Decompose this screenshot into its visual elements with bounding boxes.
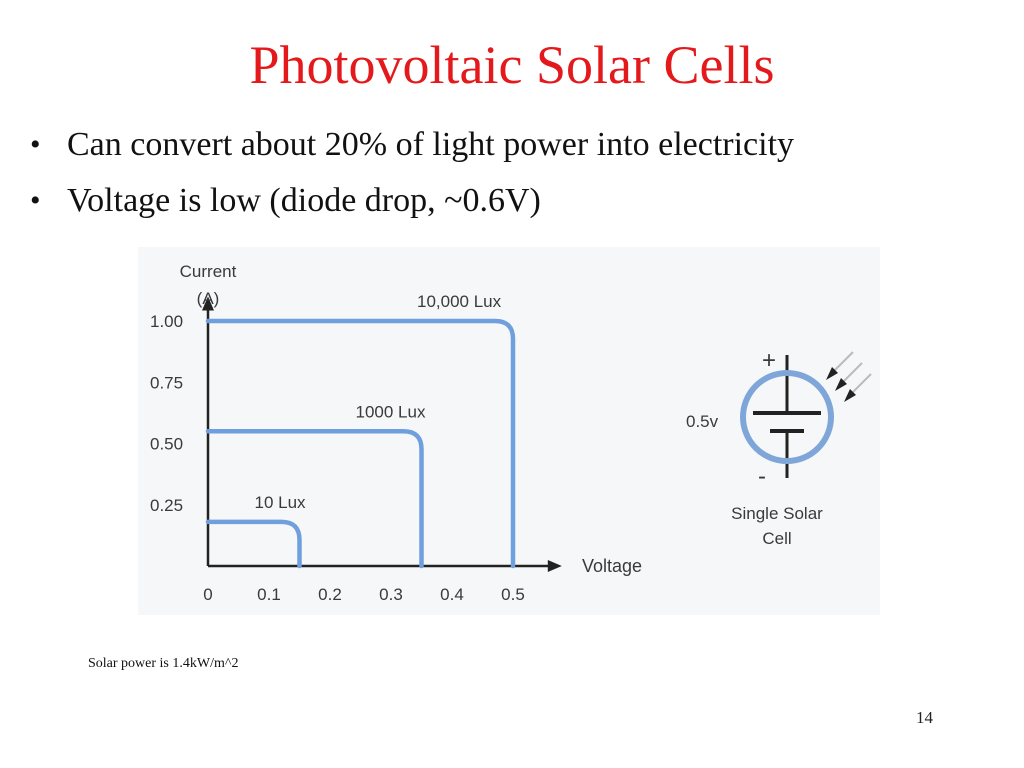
y-tick-label: 0.50 — [150, 435, 183, 454]
x-tick-label: 0.1 — [257, 585, 281, 604]
cell-voltage-label: 0.5v — [686, 412, 719, 431]
series-label: 10 Lux — [255, 493, 307, 512]
footnote: Solar power is 1.4kW/m^2 — [88, 656, 239, 671]
y-tick-label: 0.75 — [150, 373, 183, 392]
x-tick-label: 0 — [203, 585, 212, 604]
x-tick-label: 0.4 — [440, 585, 464, 604]
y-tick-label: 0.25 — [150, 496, 183, 515]
cell-caption-line: Single Solar — [731, 504, 823, 523]
series-curve — [205, 318, 516, 569]
x-axis-arrow-icon — [547, 560, 562, 572]
bullet-list: • Can convert about 20% of light power in… — [30, 120, 794, 232]
light-arrows-icon — [826, 351, 872, 402]
bullet-text: Voltage is low (diode drop, ~0.6V) — [67, 182, 541, 219]
iv-curve-figure: 0 0.1 0.2 0.3 0.4 0.5 0.25 0.50 0.75 1.00 Current (… — [138, 247, 880, 615]
x-tick-label: 0.2 — [318, 585, 342, 604]
y-axis-label: (A) — [197, 289, 220, 308]
y-axis-label: Current — [180, 262, 237, 281]
series-label: 1000 Lux — [356, 402, 426, 421]
x-axis-label: Voltage — [582, 556, 642, 576]
y-axis-arrow-icon — [202, 296, 214, 311]
bullet-dot: • — [30, 184, 41, 217]
page-number: 14 — [916, 708, 933, 727]
x-tick-label: 0.3 — [379, 585, 403, 604]
cell-caption-line: Cell — [762, 529, 791, 548]
bullet-item: • Can convert about 20% of light power in… — [30, 120, 794, 176]
bullet-dot: • — [30, 128, 41, 161]
x-tick-label: 0.5 — [501, 585, 525, 604]
cell-plus-label: + — [762, 347, 776, 374]
y-tick-label: 1.00 — [150, 312, 183, 331]
solar-cell-symbol: + - 0.5v Single Solar Cell — [686, 347, 872, 548]
series-curve — [205, 519, 302, 569]
bullet-text: Can convert about 20% of light power int… — [67, 126, 795, 163]
slide-title: Photovoltaic Solar Cells — [249, 35, 775, 95]
bullet-item: • Voltage is low (diode drop, ~0.6V) — [30, 176, 794, 232]
series-curve — [205, 429, 424, 569]
cell-minus-label: - — [758, 463, 766, 490]
cell-circle — [740, 370, 834, 464]
iv-chart: 0 0.1 0.2 0.3 0.4 0.5 0.25 0.50 0.75 1.00 Current (… — [150, 262, 872, 604]
series-label: 10,000 Lux — [417, 292, 502, 311]
